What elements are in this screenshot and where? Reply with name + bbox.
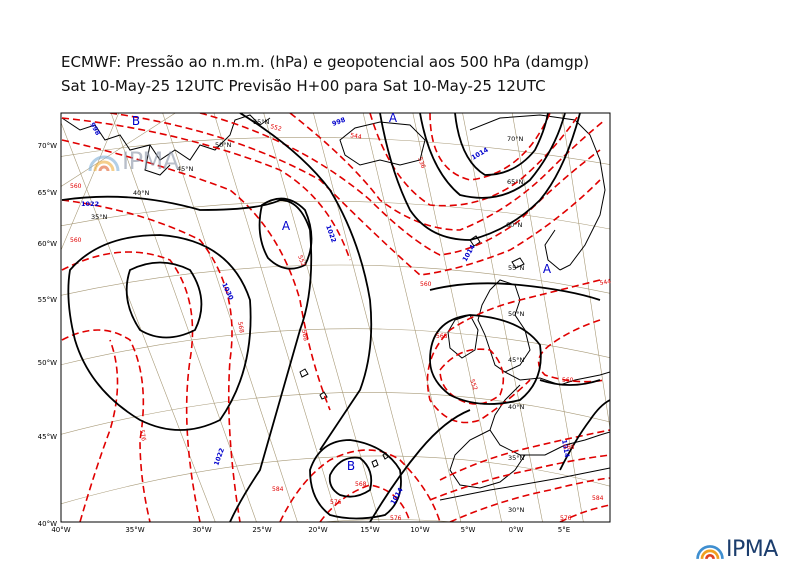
graticule-label: 70°N [507, 135, 524, 143]
low-pressure-center: B [132, 114, 140, 128]
geopotential-label: 552 [269, 123, 282, 133]
geopotential-label: 552 [468, 378, 479, 391]
lat-tick-label: 70°W [38, 142, 57, 150]
geopotential-label: 584 [592, 495, 604, 502]
lon-tick-label: 40°W [51, 526, 70, 534]
graticule-label: 30°N [508, 506, 525, 514]
geopotential-label: 544 [350, 132, 363, 141]
geopotential-label: 568 [436, 333, 448, 340]
lon-tick-label: 20°W [308, 526, 327, 534]
geopotential-label: 576 [330, 499, 342, 506]
isobars [61, 113, 610, 522]
pressure-centers: A A A B B [132, 111, 552, 473]
low-pressure-center: B [347, 459, 355, 473]
geopotential-label: 544 [599, 278, 612, 287]
isobar-label: 1014 [560, 439, 571, 459]
lat-axis: 70°W 65°W 60°W 55°W 50°W 45°W 40°W [38, 142, 57, 528]
geopotential-label: 568 [236, 321, 245, 334]
graticule-label: 40°N [133, 189, 150, 197]
graticule-label: 60°N [506, 221, 523, 229]
geopotential-label: 584 [272, 486, 284, 493]
ipma-logo: IPMA [694, 537, 778, 562]
lon-tick-label: 5°E [558, 526, 570, 534]
lon-axis: 40°W 35°W 30°W 25°W 20°W 15°W 10°W 5°W 0… [51, 526, 570, 534]
geopotential-label: 576 [560, 515, 572, 522]
lat-tick-label: 50°W [38, 359, 57, 367]
graticule-label: 35°N [91, 213, 108, 221]
graticule-label: 40°N [508, 403, 525, 411]
lat-tick-label: 65°W [38, 189, 57, 197]
graticule-label: 50°N [215, 141, 232, 149]
geopotential-label: 560 [70, 183, 82, 190]
lon-tick-label: 0°W [509, 526, 524, 534]
geopotential-label: 536 [416, 156, 427, 169]
geopotential-label: 568 [563, 444, 575, 451]
geopotential-label: 560 [420, 281, 432, 288]
ipma-arc-icon [696, 544, 724, 559]
geopotential-contours [61, 113, 610, 522]
geopotential-labels: 560 560 568 568 552 552 544 536 576 584 … [70, 123, 612, 522]
lon-tick-label: 30°W [192, 526, 211, 534]
graticule-label: 50°N [508, 310, 525, 318]
geopotential-label: 560 [70, 237, 82, 244]
isobar-label: 1022 [81, 200, 99, 208]
high-pressure-center: A [543, 262, 552, 276]
geopotential-label: 560 [562, 377, 574, 384]
ipma-watermark-text: IPMA [122, 147, 179, 175]
map-frame [60, 112, 611, 523]
high-pressure-center: A [389, 111, 398, 125]
high-pressure-center: A [282, 219, 291, 233]
graticule-label: 45°N [508, 356, 525, 364]
lat-tick-label: 40°W [38, 520, 57, 528]
lat-tick-label: 60°W [38, 240, 57, 248]
graticule-label: 65°N [507, 178, 524, 186]
lon-tick-label: 25°W [252, 526, 271, 534]
graticule-label: 55°N [253, 118, 270, 126]
geopotential-label: 552 [296, 254, 307, 267]
geopotential-label: 576 [390, 515, 402, 522]
graticule-label: 55°N [508, 264, 525, 272]
coastlines [61, 114, 610, 501]
graticule-label: 45°N [177, 165, 194, 173]
ipma-watermark-logo: IPMA [86, 147, 179, 175]
ipma-logo-text: IPMA [726, 537, 778, 562]
lon-tick-label: 10°W [410, 526, 429, 534]
lon-tick-label: 5°W [461, 526, 476, 534]
lon-tick-label: 15°W [360, 526, 379, 534]
ipma-arc-icon [88, 155, 120, 172]
lat-tick-label: 45°W [38, 433, 57, 441]
geopotential-label: 568 [300, 329, 309, 342]
graticule-labels: 55°N 50°N 45°N 40°N 35°N 70°N 65°N 60°N … [91, 118, 525, 514]
graticule-label: 35°N [508, 454, 525, 462]
lon-tick-label: 35°W [125, 526, 144, 534]
geopotential-label: 568 [355, 481, 367, 488]
chart-title-line1: ECMWF: Pressão ao n.m.m. (hPa) e geopote… [61, 53, 590, 71]
geopotential-label: 576 [138, 429, 147, 442]
lat-tick-label: 55°W [38, 296, 57, 304]
chart-title-line2: Sat 10-May-25 12UTC Previsão H+00 para S… [61, 77, 546, 95]
